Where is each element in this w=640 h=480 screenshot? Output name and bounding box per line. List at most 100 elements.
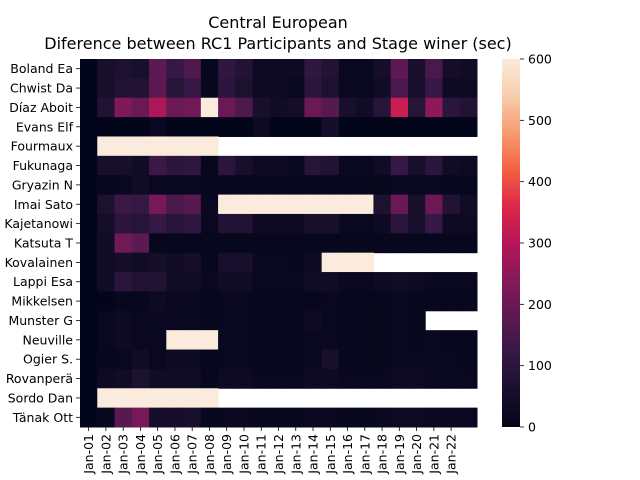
x-tick-label: Jan-08 — [202, 434, 217, 475]
heatmap-cell — [80, 272, 98, 292]
heatmap-cell — [321, 175, 340, 196]
heatmap-cell — [80, 213, 98, 234]
heatmap-cell — [356, 78, 374, 99]
heatmap-cell — [287, 368, 305, 389]
heatmap-cell — [442, 407, 461, 428]
heatmap-cell — [338, 233, 357, 254]
y-tick-label: Díaz Aboit — [9, 100, 73, 115]
heatmap-cell — [356, 97, 374, 118]
heatmap-cell — [390, 310, 409, 331]
x-tick-label: Jan-18 — [375, 434, 390, 475]
heatmap-cell — [80, 78, 98, 99]
heatmap-cell — [97, 233, 116, 254]
heatmap-cell — [338, 368, 357, 389]
heatmap-cell — [131, 368, 150, 389]
heatmap-cell — [252, 213, 271, 234]
heatmap-cell — [166, 291, 185, 312]
heatmap-cell — [321, 330, 340, 351]
x-tick-label: Jan-02 — [98, 434, 113, 475]
heatmap-cell — [218, 272, 236, 292]
heatmap-cell — [407, 175, 426, 196]
heatmap-cell — [373, 117, 392, 137]
heatmap-cell — [114, 252, 133, 273]
heatmap-cell — [269, 97, 288, 118]
heatmap-cell — [97, 194, 116, 215]
heatmap-cell — [114, 407, 133, 428]
heatmap-cell — [218, 291, 236, 312]
heatmap-cell — [390, 117, 409, 137]
heatmap-cell — [183, 155, 202, 176]
heatmap-cell — [269, 291, 288, 312]
heatmap-cell — [321, 233, 340, 254]
x-tick-label: Jan-04 — [133, 434, 148, 475]
heatmap-cell — [338, 117, 357, 137]
heatmap-cell — [407, 194, 426, 215]
heatmap-cell — [218, 252, 236, 273]
heatmap-cell — [442, 59, 461, 79]
heatmap-cell — [235, 78, 254, 99]
heatmap-cell — [356, 407, 374, 428]
heatmap-cell — [321, 349, 340, 370]
heatmap-cell — [131, 78, 150, 99]
heatmap-cell — [97, 136, 116, 157]
heatmap-cell — [97, 310, 116, 331]
heatmap-cell — [373, 272, 392, 292]
heatmap-cell — [356, 368, 374, 389]
heatmap-cell — [252, 349, 271, 370]
heatmap-cell — [373, 368, 392, 389]
heatmap-cell — [252, 310, 271, 331]
heatmap-cell — [131, 233, 150, 254]
heatmap-cell — [114, 59, 133, 79]
heatmap-cell — [321, 252, 340, 273]
heatmap-cell — [149, 330, 167, 351]
heatmap-cell — [459, 59, 478, 79]
heatmap-cell — [304, 368, 323, 389]
heatmap-cell — [321, 310, 340, 331]
heatmap-cell — [252, 97, 271, 118]
heatmap-cell — [356, 272, 374, 292]
y-tick-label: Tänak Ott — [12, 410, 73, 425]
heatmap-cell — [97, 330, 116, 351]
heatmap-cell — [166, 407, 185, 428]
heatmap-cell — [166, 136, 185, 157]
heatmap-cell — [338, 213, 357, 234]
heatmap-cell — [200, 59, 219, 79]
heatmap-cell — [459, 233, 478, 254]
heatmap-cell — [252, 252, 271, 273]
heatmap-cell — [200, 155, 219, 176]
heatmap-cell — [235, 97, 254, 118]
heatmap-cell — [338, 310, 357, 331]
heatmap-cell — [235, 349, 254, 370]
colorbar-tick-label: 400 — [528, 174, 552, 189]
heatmap-cell — [183, 349, 202, 370]
heatmap-cell — [373, 233, 392, 254]
heatmap-cell — [287, 330, 305, 351]
heatmap-cell — [200, 310, 219, 331]
heatmap-cell — [131, 349, 150, 370]
y-tick-label: Boland Ea — [10, 61, 73, 76]
heatmap-cell — [252, 194, 271, 215]
heatmap-cell — [149, 136, 167, 157]
heatmap-cell — [269, 349, 288, 370]
heatmap-cell — [442, 272, 461, 292]
heatmap-cell — [459, 272, 478, 292]
heatmap-cell — [338, 97, 357, 118]
heatmap-cell — [356, 233, 374, 254]
colorbar-tick-label: 100 — [528, 358, 552, 373]
heatmap-cell — [304, 310, 323, 331]
heatmap-cell — [373, 175, 392, 196]
heatmap-cell — [321, 194, 340, 215]
heatmap-cell — [390, 233, 409, 254]
heatmap-cell — [114, 175, 133, 196]
heatmap-cell — [356, 310, 374, 331]
heatmap-cell — [407, 97, 426, 118]
heatmap-cell — [200, 136, 219, 157]
heatmap-cell — [235, 59, 254, 79]
heatmap-cell — [114, 349, 133, 370]
x-tick-label: Jan-13 — [288, 434, 303, 475]
heatmap-cell — [235, 272, 254, 292]
heatmap-cell — [304, 97, 323, 118]
heatmap-cell — [269, 175, 288, 196]
x-tick-label: Jan-11 — [254, 434, 269, 475]
heatmap-cell — [114, 213, 133, 234]
